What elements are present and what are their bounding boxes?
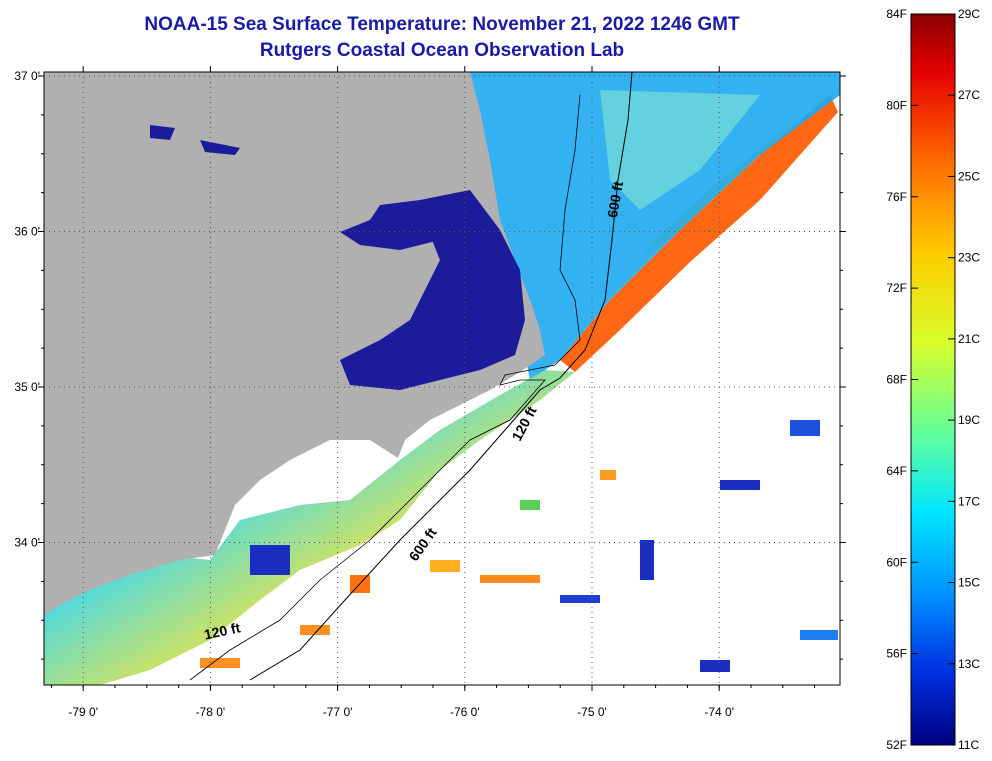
colorbar-f-label: 76F <box>886 190 907 204</box>
latitude-labels: 37 0' 36 0' 35 0' 34 0' <box>14 69 40 550</box>
fahrenheit-labels: 84F 80F 76F 72F 68F 64F 60F 56F 52F <box>886 7 907 752</box>
lon-label: -79 0' <box>68 705 98 719</box>
colorbar-f-label: 64F <box>886 464 907 478</box>
map-title: NOAA-15 Sea Surface Temperature: Novembe… <box>144 14 740 35</box>
lat-label: 34 0' <box>14 536 40 550</box>
pamlico-sound <box>340 190 525 390</box>
map-frame <box>43 71 841 686</box>
axis-ticks <box>38 66 846 691</box>
lon-label: -74 0' <box>704 705 734 719</box>
colorbar-f-label: 80F <box>886 98 907 112</box>
contour-120ft <box>189 94 581 681</box>
colorbar-c-label: 11C <box>958 738 979 752</box>
map-subtitle: Rutgers Coastal Ocean Observation Lab <box>259 40 625 61</box>
celsius-labels: 29C 27C 25C 23C 21C 19C 17C 15C 13C 11C <box>958 7 980 752</box>
colorbar-c-label: 27C <box>958 88 980 102</box>
albemarle-sound <box>340 220 440 250</box>
colorbar-c-label: 25C <box>958 169 980 183</box>
lon-label: -76 0' <box>450 705 480 719</box>
temperature-colorbar <box>910 13 956 746</box>
colorbar-f-label: 72F <box>886 281 907 295</box>
graticule <box>44 72 840 685</box>
contour-label: 600 ft <box>604 180 626 219</box>
colorbar-f-label: 52F <box>886 738 907 752</box>
gulf-stream-band <box>560 95 838 372</box>
colorbar-c-label: 17C <box>958 494 980 508</box>
map-area <box>44 72 840 685</box>
chesapeake-inlet <box>150 125 240 155</box>
colorbar-ticks <box>911 13 955 746</box>
lon-label: -77 0' <box>323 705 353 719</box>
colorbar-c-label: 19C <box>958 413 980 427</box>
lon-label: -75 0' <box>577 705 607 719</box>
contour-label: 120 ft <box>203 619 242 642</box>
lat-label: 35 0' <box>14 380 40 394</box>
longitude-labels: -79 0' -78 0' -77 0' -76 0' -75 0' -74 0… <box>68 705 734 719</box>
northern-shelf-water <box>470 72 840 380</box>
lat-label: 37 0' <box>14 69 40 83</box>
colorbar-c-label: 13C <box>958 657 980 671</box>
colorbar-f-label: 68F <box>886 373 907 387</box>
shelf-plume <box>600 90 760 210</box>
lat-label: 36 0' <box>14 225 40 239</box>
colorbar-c-label: 23C <box>958 251 980 265</box>
colorbar-c-label: 29C <box>958 7 980 21</box>
coastal-warm-strip <box>44 370 575 685</box>
colorbar-f-label: 56F <box>886 647 907 661</box>
lon-label: -78 0' <box>196 705 226 719</box>
colorbar-c-label: 21C <box>958 332 980 346</box>
colorbar-f-label: 60F <box>886 555 907 569</box>
offshore-cloud-patches <box>200 420 838 672</box>
contour-600ft-north <box>249 72 633 681</box>
colorbar-f-label: 84F <box>886 7 907 21</box>
colorbar-c-label: 15C <box>958 576 980 590</box>
